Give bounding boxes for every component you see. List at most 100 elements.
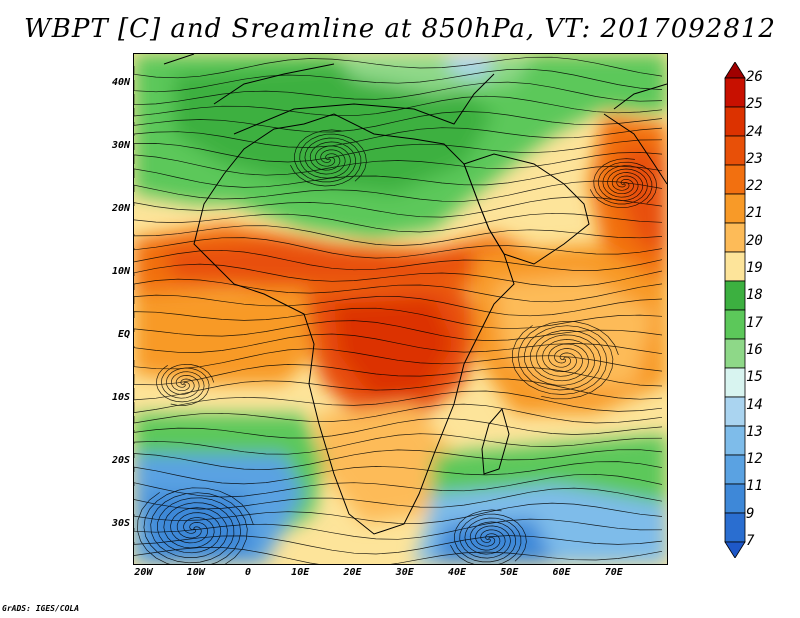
streamline bbox=[134, 487, 663, 510]
colorbar-label: 24 bbox=[746, 123, 763, 140]
streamline bbox=[134, 390, 663, 413]
streamline bbox=[161, 363, 215, 399]
streamline bbox=[450, 517, 522, 564]
streamline bbox=[150, 492, 248, 564]
colorbar-swatch bbox=[724, 193, 746, 224]
streamline bbox=[293, 129, 357, 183]
colorbar-label: 21 bbox=[746, 205, 763, 222]
streamline bbox=[134, 127, 663, 148]
colorbar-label: 20 bbox=[746, 232, 763, 249]
lat-tick-label: EQ bbox=[117, 329, 130, 341]
lon-tick-label: 40E bbox=[447, 567, 466, 578]
streamline bbox=[134, 333, 663, 355]
colorbar-label: 25 bbox=[746, 96, 763, 113]
colorbar-label: 12 bbox=[746, 451, 763, 468]
streamline bbox=[134, 68, 663, 93]
streamline bbox=[589, 165, 653, 209]
colorbar-top-arrow bbox=[724, 62, 746, 79]
credit-text: GrADS: IGES/COLA bbox=[2, 604, 80, 613]
streamline bbox=[299, 133, 367, 182]
colorbar-swatch bbox=[724, 77, 746, 108]
lon-tick-label: 60E bbox=[552, 567, 571, 578]
streamline bbox=[134, 461, 663, 485]
streamline bbox=[290, 137, 362, 187]
lon-tick-label: 0 bbox=[244, 567, 251, 578]
streamline bbox=[134, 348, 663, 372]
streamline bbox=[134, 225, 663, 246]
streamline bbox=[453, 509, 517, 563]
lat-tick-label: 20N bbox=[111, 203, 130, 215]
colorbar-label: 17 bbox=[746, 314, 763, 331]
streamline bbox=[134, 502, 663, 524]
colorbar-bottom-arrow bbox=[724, 541, 746, 558]
lon-tick-label: 10W bbox=[186, 567, 205, 578]
streamline bbox=[134, 196, 663, 218]
lon-tick-label: 30E bbox=[395, 567, 414, 578]
lon-tick-label: 20E bbox=[343, 567, 362, 578]
streamline bbox=[134, 547, 663, 564]
colorbar-label: 19 bbox=[746, 260, 763, 277]
streamline bbox=[523, 325, 614, 400]
streamline bbox=[134, 433, 663, 455]
streamline bbox=[134, 56, 663, 79]
streamline bbox=[134, 152, 663, 176]
streamline bbox=[134, 320, 663, 341]
colorbar-swatch bbox=[724, 280, 746, 311]
colorbar-swatch bbox=[724, 106, 746, 137]
colorbar-swatch bbox=[724, 164, 746, 195]
map-title: WBPT [C] and Sreamline at 850hPa, VT: 20… bbox=[24, 14, 776, 44]
colorbar-swatch bbox=[724, 338, 746, 369]
lon-tick-label: 20W bbox=[134, 567, 153, 578]
streamline bbox=[134, 111, 663, 133]
streamline bbox=[134, 307, 663, 330]
colorbar-swatch bbox=[724, 367, 746, 398]
colorbar-label: 26 bbox=[746, 69, 763, 85]
wbpt-field bbox=[134, 54, 667, 564]
streamline bbox=[166, 367, 210, 406]
streamline bbox=[134, 139, 663, 163]
lon-tick-label: 70E bbox=[604, 567, 623, 578]
colorbar-swatch bbox=[724, 454, 746, 485]
streamline bbox=[134, 403, 663, 424]
streamline bbox=[598, 161, 658, 204]
streamline bbox=[517, 320, 619, 391]
streamline bbox=[511, 325, 608, 395]
colorbar-swatch bbox=[724, 512, 746, 543]
streamline bbox=[134, 249, 663, 271]
colorbar-swatch bbox=[724, 135, 746, 166]
colorbar-label: 16 bbox=[746, 341, 763, 358]
streamline bbox=[134, 278, 663, 303]
streamline bbox=[134, 294, 663, 317]
streamline bbox=[459, 513, 527, 562]
lat-tick-label: 30N bbox=[111, 140, 130, 152]
streamline bbox=[134, 449, 663, 470]
colorbar-label: 11 bbox=[746, 478, 763, 495]
streamline bbox=[134, 263, 663, 287]
streamline bbox=[134, 212, 663, 233]
colorbar-label: 14 bbox=[746, 396, 763, 413]
colorbar-label: 7 bbox=[746, 533, 755, 549]
streamline bbox=[593, 158, 648, 205]
streamline bbox=[134, 81, 663, 106]
lat-tick-label: 10S bbox=[111, 392, 130, 404]
colorbar-swatch bbox=[724, 309, 746, 340]
streamline bbox=[134, 95, 663, 117]
colorbar-label: 18 bbox=[746, 287, 763, 304]
streamline bbox=[143, 487, 254, 564]
weather-map bbox=[133, 53, 668, 565]
streamline bbox=[134, 180, 663, 202]
colorbar-swatch bbox=[724, 222, 746, 253]
colorbar-swatch bbox=[724, 396, 746, 427]
lat-tick-label: 40N bbox=[111, 77, 130, 89]
streamline bbox=[134, 417, 663, 439]
streamline bbox=[134, 165, 663, 188]
lat-tick-label: 10N bbox=[111, 266, 130, 278]
streamline bbox=[134, 535, 663, 555]
streamline bbox=[156, 365, 205, 403]
colorbar-label: 13 bbox=[746, 423, 763, 440]
colorbar-swatch bbox=[724, 425, 746, 456]
streamline bbox=[134, 364, 663, 387]
colorbar-swatch bbox=[724, 251, 746, 282]
lat-tick-label: 20S bbox=[111, 455, 130, 467]
colorbar-swatch bbox=[724, 483, 746, 514]
